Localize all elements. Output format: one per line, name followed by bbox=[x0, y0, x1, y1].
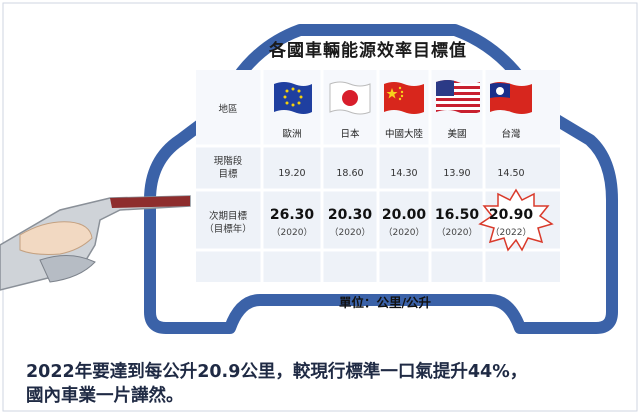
chart-title: 各國車輛能源效率目標值 bbox=[269, 41, 467, 61]
usa-flag-icon bbox=[436, 80, 480, 114]
next-target-value: 26.30 bbox=[269, 207, 315, 223]
caption-line-1: 2022年要達到每公升20.9公里，較現行標準一口氣提升44%， bbox=[26, 362, 528, 382]
row-label-next-line2: （目標年） bbox=[204, 224, 252, 235]
unit-label: 單位：公里/公升 bbox=[338, 295, 432, 310]
current-target-value: 14.30 bbox=[390, 168, 418, 179]
japan-flag-icon bbox=[329, 81, 371, 115]
row-label-current: 現階段 目標 bbox=[198, 155, 258, 181]
target-year: （2020） bbox=[329, 228, 371, 238]
region-column: 日本 18.60 20.30 （2020） bbox=[323, 126, 377, 238]
region-name: 歐洲 bbox=[282, 129, 302, 140]
target-year: （2022） bbox=[490, 228, 532, 238]
china-flag-icon bbox=[384, 82, 424, 114]
region-column: 中國大陸 14.30 20.00 （2020） bbox=[377, 126, 431, 238]
caption-line-2: 國內車業一片譁然。 bbox=[26, 386, 184, 406]
next-target-value: 20.00 bbox=[381, 207, 427, 223]
region-column: 美國 13.90 16.50 （2020） bbox=[430, 126, 484, 238]
row-label-current-line1: 現階段 bbox=[213, 156, 243, 167]
eu-flag-icon bbox=[274, 82, 312, 114]
row-label-current-line2: 目標 bbox=[218, 169, 238, 180]
region-column: 歐洲 19.20 26.30 （2020） bbox=[265, 126, 319, 238]
current-target-value: 14.50 bbox=[497, 168, 525, 179]
row-label-next-line1: 次期目標 bbox=[208, 211, 247, 222]
fuel-nozzle-icon bbox=[0, 195, 191, 291]
next-target-value: 16.50 bbox=[434, 207, 480, 223]
taiwan-flag-icon bbox=[490, 82, 532, 114]
target-year: （2020） bbox=[383, 228, 425, 238]
current-target-value: 19.20 bbox=[278, 168, 306, 179]
row-label-next: 次期目標 （目標年） bbox=[198, 210, 258, 236]
current-target-value: 13.90 bbox=[443, 168, 471, 179]
region-name: 美國 bbox=[447, 129, 467, 140]
region-name: 日本 bbox=[340, 129, 360, 140]
region-name: 台灣 bbox=[501, 129, 521, 140]
target-year: （2020） bbox=[436, 228, 478, 238]
current-target-value: 18.60 bbox=[336, 168, 364, 179]
caption: 2022年要達到每公升20.9公里，較現行標準一口氣提升44%， 國內車業一片譁… bbox=[26, 360, 630, 408]
region-name: 中國大陸 bbox=[384, 129, 423, 140]
region-column: 台灣 14.50 20.90 （2022） bbox=[484, 126, 538, 238]
next-target-value: 20.90 bbox=[488, 207, 534, 223]
next-target-value: 20.30 bbox=[327, 207, 373, 223]
row-label-region: 地區 bbox=[218, 104, 238, 115]
target-year: （2020） bbox=[271, 228, 313, 238]
starburst-icon bbox=[478, 188, 554, 252]
